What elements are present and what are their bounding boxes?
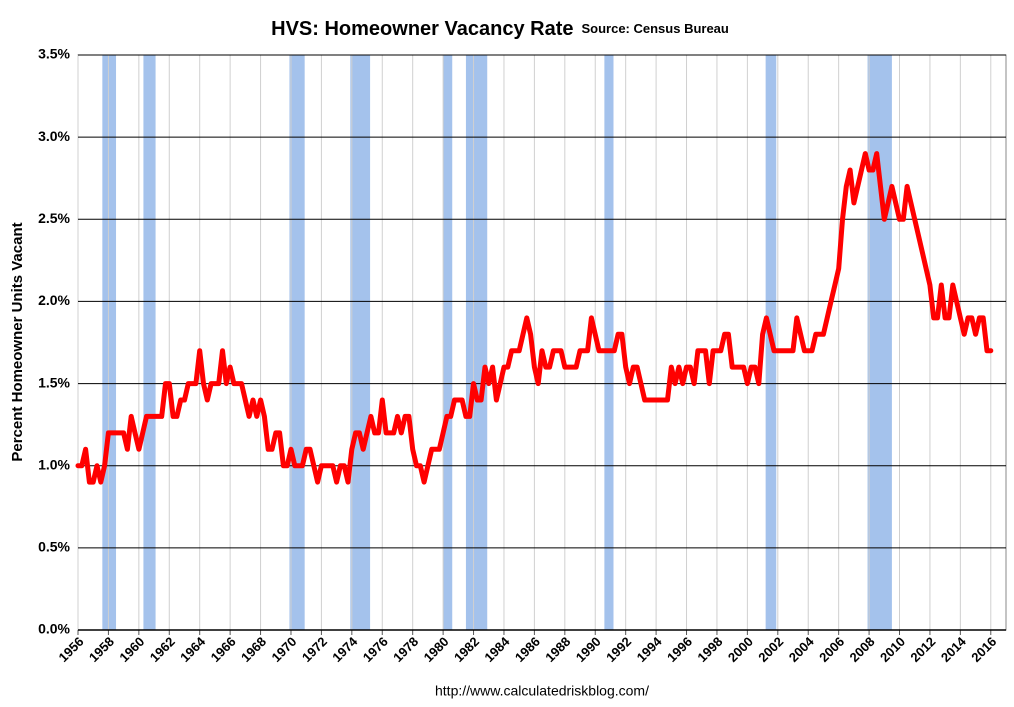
x-tick-label: 1960 xyxy=(116,634,147,665)
recession-band xyxy=(143,55,156,630)
recession-band xyxy=(350,55,371,630)
x-tick-label: 1992 xyxy=(603,634,634,665)
series-line xyxy=(75,151,994,485)
x-tick-label: 1956 xyxy=(55,634,86,665)
x-tick-label: 1986 xyxy=(512,634,543,665)
x-tick-label: 2002 xyxy=(755,634,786,665)
y-axis-label: Percent Homeowner Units Vacant xyxy=(9,222,26,461)
x-tick-label: 1998 xyxy=(694,634,725,665)
x-tick-label: 1972 xyxy=(299,634,330,665)
x-tick-label: 1958 xyxy=(86,634,117,665)
y-tick-label: 3.0% xyxy=(38,128,70,144)
recession-band xyxy=(465,55,488,630)
chart-subtitle: Source: Census Bureau xyxy=(581,21,728,36)
x-tick-label: 1968 xyxy=(238,634,269,665)
recession-band xyxy=(289,55,305,630)
x-tick-label: 1966 xyxy=(208,634,239,665)
y-tick-label: 0.5% xyxy=(38,539,70,555)
x-tick-label: 1974 xyxy=(329,633,361,665)
x-tick-label: 1962 xyxy=(147,634,178,665)
y-tick-label: 2.0% xyxy=(38,292,70,308)
x-tick-label: 2000 xyxy=(725,634,756,665)
y-tick-label: 1.0% xyxy=(38,456,70,472)
x-tick-label: 2012 xyxy=(907,634,938,665)
x-tick-label: 1990 xyxy=(573,634,604,665)
x-tick-label: 1978 xyxy=(390,634,421,665)
x-tick-label: 2008 xyxy=(847,634,878,665)
recession-band xyxy=(867,55,892,630)
recession-band xyxy=(604,55,614,630)
y-tick-label: 2.5% xyxy=(38,210,70,226)
x-tick-label: 2004 xyxy=(786,633,818,665)
title-group: HVS: Homeowner Vacancy Rate Source: Censu… xyxy=(271,18,729,40)
x-tick-label: 1980 xyxy=(421,634,452,665)
recession-band xyxy=(443,55,453,630)
x-tick-label: 2016 xyxy=(968,634,999,665)
recession-band xyxy=(102,55,117,630)
x-tick-label: 1996 xyxy=(664,634,695,665)
x-tick-label: 2014 xyxy=(938,633,970,665)
x-tick-label: 1994 xyxy=(634,633,666,665)
x-tick-label: 1970 xyxy=(268,634,299,665)
x-tick-label: 2010 xyxy=(877,634,908,665)
plot-area xyxy=(77,54,1007,631)
y-tick-label: 1.5% xyxy=(38,374,70,390)
chart-title: HVS: Homeowner Vacancy Rate xyxy=(271,18,573,40)
x-tick-label: 1982 xyxy=(451,634,482,665)
x-tick-label: 1964 xyxy=(177,633,209,665)
x-tick-label: 1984 xyxy=(481,633,513,665)
y-tick-label: 0.0% xyxy=(38,621,70,637)
x-tick-label: 2006 xyxy=(816,634,847,665)
y-tick-label: 3.5% xyxy=(38,46,70,62)
footer: http://www.calculatedriskblog.com/ xyxy=(435,683,649,699)
x-tick-label: 1976 xyxy=(360,634,391,665)
x-tick-label: 1988 xyxy=(542,634,573,665)
